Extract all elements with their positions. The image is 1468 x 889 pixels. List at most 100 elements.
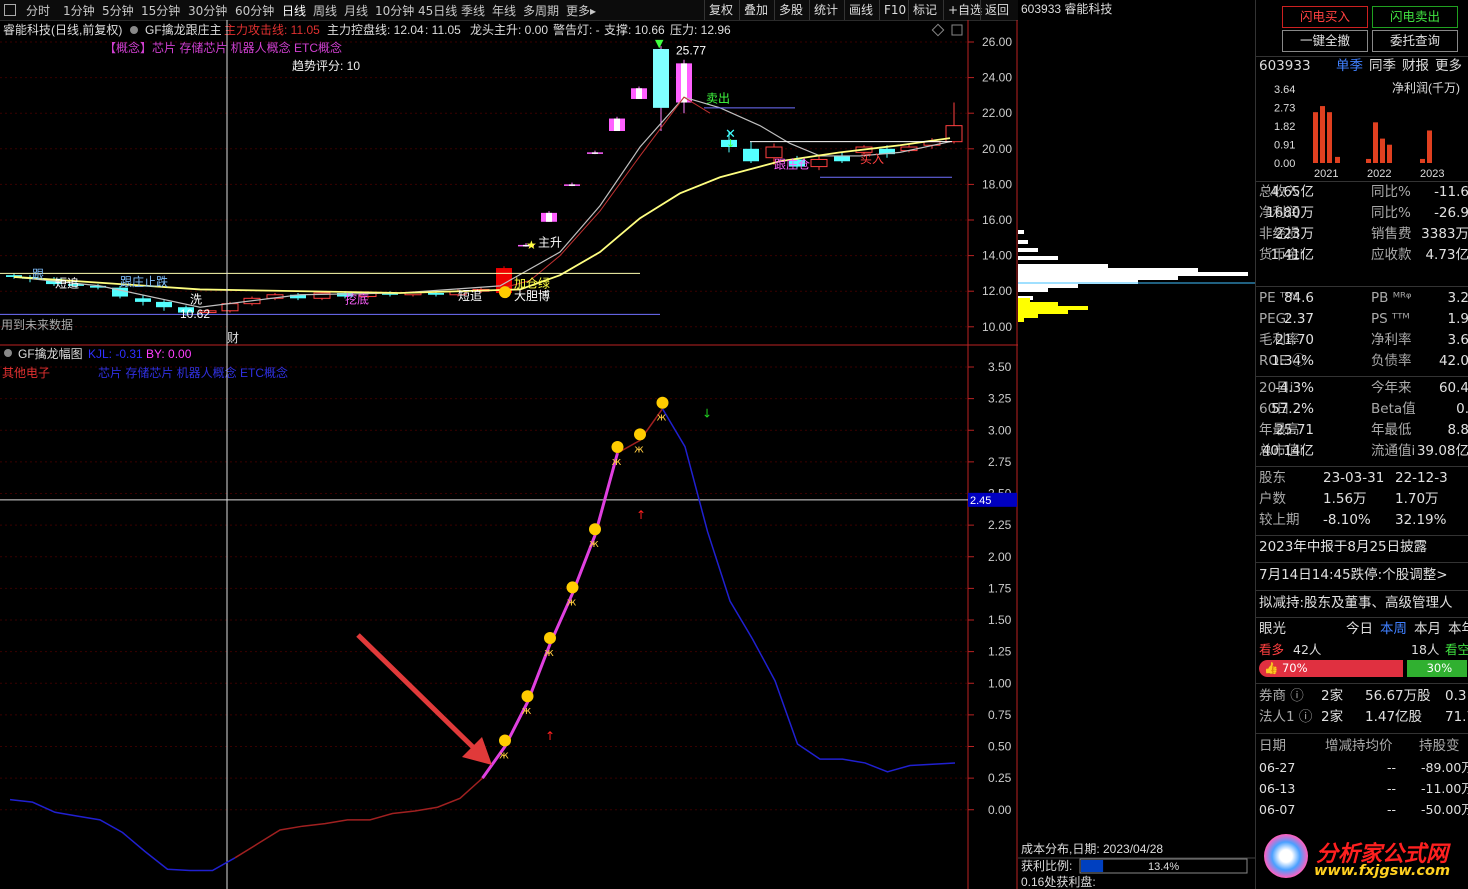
butterfly-icon: ж: [612, 455, 622, 468]
holder-value-2: 1.70万: [1395, 491, 1439, 507]
toolbar-btn-7[interactable]: +自选: [943, 0, 986, 20]
kline-chart[interactable]: 26.00 24.00 22.00 20.00 18.00 16.00 14.00 12.00…: [0, 20, 1018, 889]
limit-down-notice[interactable]: 7月14日14:45跌停:个股调整>: [1259, 567, 1448, 583]
flash-buy-button[interactable]: 闪电买入: [1282, 6, 1368, 28]
chip-bar-profit: [1018, 314, 1038, 318]
period-tab-14[interactable]: 更多▸: [566, 4, 597, 18]
sell-label: 卖出: [706, 92, 730, 106]
toolbar-btn-8[interactable]: 返回: [980, 0, 1013, 20]
period-tab-4[interactable]: 30分钟: [188, 4, 228, 18]
separator: [1256, 733, 1468, 734]
smile-icon: [611, 441, 624, 454]
row-value-2: 3.6: [1447, 332, 1468, 348]
bar-y-label: 0.91: [1274, 140, 1295, 152]
table-row[interactable]: 06-13 -- -11.00万: [1259, 778, 1468, 799]
smile-icon: [499, 286, 511, 299]
fin-tab-2[interactable]: 财报: [1402, 58, 1429, 74]
bear-bar: [1406, 660, 1467, 677]
annotation-arrow-head: [462, 737, 492, 765]
toolbar-btn-5[interactable]: F10: [879, 0, 910, 20]
fin-tab-1[interactable]: 同季: [1369, 58, 1396, 74]
edge-label: 跟: [32, 268, 44, 282]
period-tab-2[interactable]: 5分钟: [102, 4, 134, 18]
chip-bar: [1018, 240, 1028, 244]
row-label-2: PS ᵀᵀᴹ: [1371, 311, 1410, 327]
toolbar-btn-4[interactable]: 画线: [844, 0, 877, 20]
profit-bar: [1327, 112, 1332, 163]
order-query-button[interactable]: 委托查询: [1372, 30, 1458, 52]
holder-value: 23-03-31: [1323, 470, 1385, 486]
period-tab-0[interactable]: 分时: [26, 4, 51, 18]
row-value: 1680万: [1266, 205, 1314, 221]
sub-tick-label: 2.00: [988, 550, 1012, 564]
period-tab-11[interactable]: 季线: [461, 4, 486, 18]
down-arrow-icon: ↓: [726, 137, 735, 150]
table-cell-change: -11.00万: [1421, 781, 1468, 796]
maximize-icon[interactable]: [951, 24, 963, 36]
diamond-icon[interactable]: [931, 23, 945, 37]
eye-tab-1[interactable]: 本周: [1380, 621, 1407, 637]
separator: [1256, 562, 1468, 563]
period-tab-9[interactable]: 10分钟: [375, 4, 415, 18]
sub-tick-label: 0.25: [988, 771, 1012, 785]
chip-bar-profit: [1018, 318, 1024, 322]
period-tab-1[interactable]: 1分钟: [63, 4, 95, 18]
window-menu-icon[interactable]: [4, 4, 16, 16]
separator: [1256, 181, 1468, 182]
row-value-2: -11.6: [1434, 184, 1468, 200]
table-row[interactable]: 06-07 -- -50.00万: [1259, 799, 1468, 820]
cancel-all-button[interactable]: 一键全撤: [1282, 30, 1368, 52]
settings-icon[interactable]: [130, 26, 138, 34]
fin-tab-3[interactable]: 更多: [1435, 58, 1462, 74]
wash-label: 洗: [190, 293, 202, 307]
up-arrow-icon: ↑: [636, 508, 646, 522]
profit-bar: [1320, 106, 1325, 163]
toolbar-btn-1[interactable]: 叠加: [739, 0, 772, 20]
separator: [1256, 466, 1468, 467]
row-label-2: 销售费: [1371, 226, 1412, 242]
inst-label: 券商 ⓘ: [1259, 688, 1304, 704]
sub-tick-label: 3.25: [988, 392, 1012, 406]
cursor-value: 2.45: [970, 495, 991, 507]
period-tab-5[interactable]: 60分钟: [235, 4, 275, 18]
toolbar-btn-3[interactable]: 统计: [809, 0, 842, 20]
toolbar-btn-2[interactable]: 多股: [774, 0, 807, 20]
by-value: BY: 0.00: [146, 347, 192, 361]
period-tab-6[interactable]: 日线: [282, 4, 307, 18]
table-row[interactable]: 06-27 -- -89.00万: [1259, 757, 1468, 778]
price-tick-label: 16.00: [982, 213, 1012, 227]
sub-settings-icon[interactable]: [4, 349, 12, 357]
perf-row-2: 年最高 25.71 年最低 8.8: [1259, 420, 1468, 441]
period-tab-3[interactable]: 15分钟: [141, 4, 181, 18]
row-label-2: 流通值i: [1371, 443, 1416, 459]
chip-bottom-label: 0.16处获利盘:: [1021, 874, 1096, 889]
period-tab-7[interactable]: 周线: [313, 4, 338, 18]
separator: [1256, 617, 1468, 618]
period-tab-8[interactable]: 月线: [344, 4, 369, 18]
butterfly-icon: ж: [499, 749, 509, 762]
period-tab-12[interactable]: 年线: [492, 4, 517, 18]
butterfly-icon: ж: [634, 442, 644, 455]
kjl-value: KJL: -0.31: [88, 347, 143, 361]
reduce-holding-notice[interactable]: 拟减持:股东及董事、高级管理人: [1259, 595, 1453, 611]
eye-tab-2[interactable]: 本月: [1414, 621, 1441, 637]
fin-row-2: 非经损 223万 销售费 3383万: [1259, 224, 1468, 245]
bull-pct: 👍 70%: [1264, 661, 1308, 675]
eye-tab-0[interactable]: 今日: [1346, 621, 1373, 637]
flash-sell-button[interactable]: 闪电卖出: [1372, 6, 1458, 28]
holder-row-0: 股东 23-03-31 22-12-3: [1259, 468, 1468, 489]
attack-line-label: 主力攻击线: 11.05: [224, 23, 320, 37]
toolbar-btn-0[interactable]: 复权: [704, 0, 737, 20]
report-notice[interactable]: 2023年中报于8月25日披露: [1259, 539, 1428, 555]
separator: [1256, 286, 1468, 287]
period-tab-10[interactable]: 45日线: [418, 4, 458, 18]
toolbar-btn-6[interactable]: 标记: [908, 0, 941, 20]
fin-tab-0[interactable]: 单季: [1336, 58, 1363, 74]
chip-bar: [1018, 284, 1078, 288]
main-rise-label: 主升: [538, 236, 562, 250]
chip-bar: [1018, 248, 1038, 252]
eye-tab-3[interactable]: 本年: [1448, 621, 1468, 637]
valuation-row-0: PE ᵀᵀᴹ 84.6 PB ᴹᴿᵠ 3.2: [1259, 288, 1468, 309]
period-tab-13[interactable]: 多周期: [523, 4, 560, 18]
table-cell-date: 06-13: [1259, 781, 1296, 796]
